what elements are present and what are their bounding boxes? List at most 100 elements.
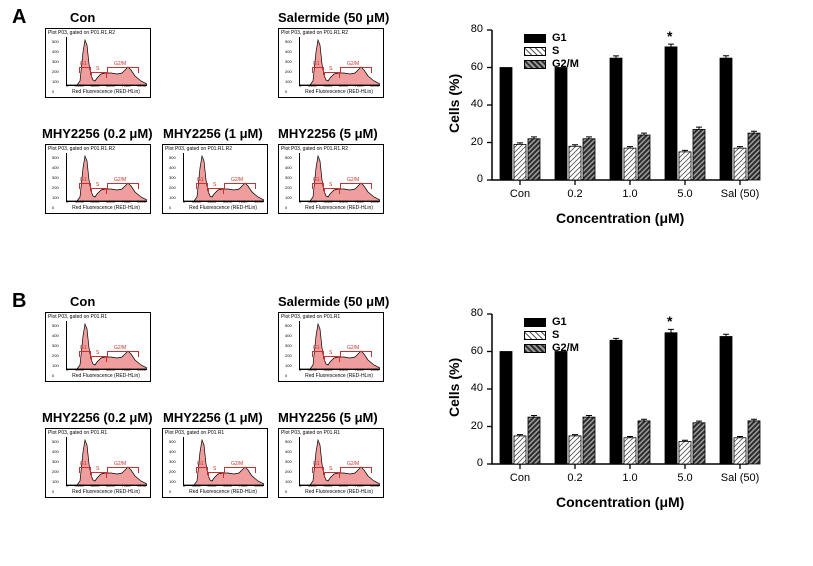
histo-yticks: 5004003002001000 [285, 321, 292, 369]
legend-swatch-icon [524, 344, 546, 353]
gate-g1: G1 [312, 467, 324, 473]
gate-g2m: G2/M [224, 467, 256, 473]
histo-x-axis-label: Red Fluorescence (RED-HLin) [66, 373, 146, 379]
histo-sal-b: Plot P03, gated on P01.R1Count5004003002… [278, 312, 384, 382]
histo-caption: Plot P03, gated on P01.R1.R2 [48, 146, 115, 152]
gate-s: S [91, 472, 107, 478]
histo-title-sal-a: Salermide (50 μM) [278, 10, 389, 25]
bar-g2m [583, 417, 595, 464]
gate-g1: G1 [79, 183, 91, 189]
barchart-y-axis-label: Cells (%) [446, 358, 462, 417]
histo-peak-icon [67, 437, 147, 485]
bar-g1 [720, 337, 732, 465]
gate-s: S [91, 356, 107, 362]
legend-row: G2/M [524, 342, 579, 354]
histo-plot-area: G1SG2/M [183, 437, 264, 486]
bar-g2m [528, 139, 540, 180]
histo-con-a: Plot P03, gated on P01.R1.R2Count5004003… [45, 28, 151, 98]
histo-m1-b: Plot P03, gated on P01.R1Count5004003002… [162, 428, 268, 498]
histo-plot-area: G1SG2/M [66, 321, 147, 370]
bar-g2m [693, 423, 705, 464]
histo-con-b: Plot P03, gated on P01.R1Count5004003002… [45, 312, 151, 382]
bar-s [624, 438, 636, 464]
gate-g2m: G2/M [340, 67, 372, 73]
bar-g1 [720, 58, 732, 180]
histo-caption: Plot P03, gated on P01.R1.R2 [48, 30, 115, 36]
histo-x-axis-label: Red Fluorescence (RED-HLin) [183, 489, 263, 495]
gate-s: S [91, 188, 107, 194]
histo-caption: Plot P03, gated on P01.R1.R2 [281, 30, 348, 36]
gate-g2m: G2/M [224, 183, 256, 189]
histo-m5-a: Plot P03, gated on P01.R1.R2Count5004003… [278, 144, 384, 214]
histo-peak-icon [67, 153, 147, 201]
legend-row: S [524, 329, 579, 341]
legend-row: S [524, 45, 579, 57]
panel-label-a: A [12, 6, 26, 29]
gate-s: S [324, 472, 340, 478]
gate-g1: G1 [79, 67, 91, 73]
panel-label-b: B [12, 290, 26, 313]
histo-xticks: 010003000500070009000 [66, 199, 146, 204]
barchart-x-axis-label: Concentration (μM) [556, 210, 684, 226]
histo-caption: Plot P03, gated on P01.R1 [48, 314, 107, 320]
histo-xticks: 010003000500070009000 [66, 483, 146, 488]
histo-x-axis-label: Red Fluorescence (RED-HLin) [299, 205, 379, 211]
bar-s [734, 148, 746, 180]
gate-g2m: G2/M [107, 67, 139, 73]
histo-xticks: 010003000500070009000 [299, 199, 379, 204]
histo-peak-icon [67, 321, 147, 369]
histo-yticks: 5004003002001000 [52, 37, 59, 85]
bar-g2m [693, 129, 705, 180]
histo-yticks: 5004003002001000 [52, 153, 59, 201]
gate-g2m: G2/M [340, 467, 372, 473]
histo-x-axis-label: Red Fluorescence (RED-HLin) [66, 89, 146, 95]
histo-plot-area: G1SG2/M [66, 37, 147, 86]
histo-peak-icon [300, 37, 380, 85]
bar-g1 [555, 68, 567, 181]
bar-g2m [748, 133, 760, 180]
bar-g2m [638, 421, 650, 464]
histo-m5-b: Plot P03, gated on P01.R1Count5004003002… [278, 428, 384, 498]
histo-xticks: 010003000500070009000 [299, 83, 379, 88]
gate-g1: G1 [196, 467, 208, 473]
legend-row: G1 [524, 32, 579, 44]
histo-xticks: 010003000500070009000 [183, 199, 263, 204]
bar-g1 [555, 352, 567, 465]
bar-g1 [500, 352, 512, 465]
bar-g1 [665, 333, 677, 464]
bar-s [569, 146, 581, 180]
histo-title-sal-b: Salermide (50 μM) [278, 294, 389, 309]
histo-peak-icon [184, 437, 264, 485]
histo-caption: Plot P03, gated on P01.R1.R2 [281, 146, 348, 152]
barchart-b: 020406080Con0.21.05.0*Sal (50)Cells (%)C… [430, 296, 780, 521]
histo-peak-icon [300, 321, 380, 369]
legend-label: G2/M [552, 342, 579, 354]
histo-x-axis-label: Red Fluorescence (RED-HLin) [299, 373, 379, 379]
histo-yticks: 5004003002001000 [285, 437, 292, 485]
histo-title-m5-a: MHY2256 (5 μM) [278, 126, 378, 141]
legend-swatch-icon [524, 331, 546, 340]
histo-yticks: 5004003002001000 [169, 153, 176, 201]
bar-g1 [500, 68, 512, 181]
legend-swatch-icon [524, 34, 546, 43]
gate-g2m: G2/M [340, 183, 372, 189]
gate-s: S [324, 188, 340, 194]
histo-xticks: 010003000500070009000 [299, 483, 379, 488]
histo-x-axis-label: Red Fluorescence (RED-HLin) [66, 489, 146, 495]
barchart-a: 020406080Con0.21.05.0*Sal (50)Cells (%)C… [430, 12, 780, 237]
bar-s [679, 442, 691, 465]
legend-label: G1 [552, 32, 567, 44]
legend-swatch-icon [524, 60, 546, 69]
histo-peak-icon [67, 37, 147, 85]
bar-s [624, 148, 636, 180]
histo-plot-area: G1SG2/M [299, 437, 380, 486]
histo-title-m5-b: MHY2256 (5 μM) [278, 410, 378, 425]
histo-peak-icon [300, 437, 380, 485]
gate-g1: G1 [196, 183, 208, 189]
histo-plot-area: G1SG2/M [183, 153, 264, 202]
histo-yticks: 5004003002001000 [169, 437, 176, 485]
bar-g2m [583, 139, 595, 180]
barchart-x-axis-label: Concentration (μM) [556, 494, 684, 510]
barchart-legend: G1SG2/M [524, 32, 579, 71]
legend-swatch-icon [524, 318, 546, 327]
